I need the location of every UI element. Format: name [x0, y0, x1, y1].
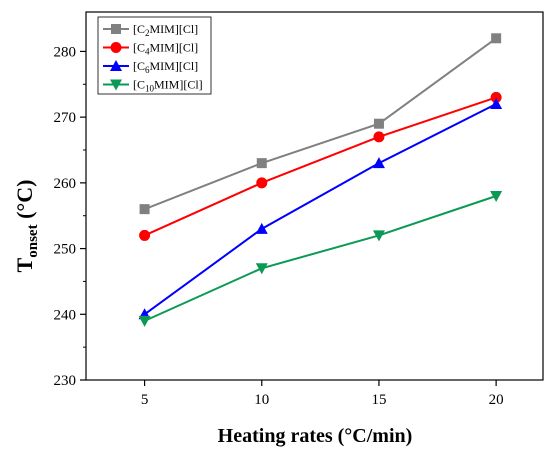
y-tick-label: 230 — [54, 373, 77, 389]
data-point — [372, 157, 385, 169]
ticks-layer: 5 10 15 20 230 240 250 260 270 280 — [54, 44, 504, 408]
x-tick-label: 15 — [371, 392, 386, 408]
y-tick-label: 270 — [54, 110, 77, 126]
data-point — [255, 263, 268, 275]
y-tick-label: 250 — [54, 242, 77, 258]
legend-marker — [110, 79, 122, 91]
plot-frame — [85, 11, 544, 381]
y-tick-label: 260 — [54, 176, 77, 192]
data-point — [256, 177, 268, 189]
series-line — [144, 37, 497, 211]
x-tick-label: 5 — [141, 392, 149, 408]
series-1 — [139, 91, 502, 241]
series-line — [144, 103, 497, 316]
legend-items: [C2MIM][Cl] [C4MIM][Cl] [C6MIM][Cl] [C10MIM… — [103, 22, 203, 94]
data-point — [491, 33, 502, 44]
data-point — [490, 191, 503, 202]
data-point — [372, 230, 385, 242]
series-layer — [138, 33, 503, 327]
legend-entry: [C2MIM][Cl] — [103, 22, 198, 38]
y-axis-title-sub: onset — [25, 224, 41, 257]
x-tick-label: 20 — [489, 392, 504, 408]
legend-marker — [111, 24, 121, 34]
y-axis-title-main: T — [12, 257, 37, 272]
y-tick-label: 280 — [54, 44, 77, 60]
legend: [C2MIM][Cl] [C4MIM][Cl] [C6MIM][Cl] [C10MIM… — [97, 16, 212, 95]
y-axis-title: Tonset (°C) — [12, 180, 41, 273]
data-point — [373, 131, 385, 143]
data-point — [138, 315, 151, 327]
series-line — [144, 195, 497, 322]
data-point — [255, 222, 268, 234]
data-point — [256, 158, 267, 169]
legend-entry: [C10MIM][Cl] — [103, 78, 203, 94]
x-tick-label: 10 — [254, 392, 269, 408]
legend-marker — [110, 60, 122, 71]
legend-entry: [C4MIM][Cl] — [103, 41, 198, 57]
legend-entry: [C6MIM][Cl] — [103, 59, 198, 75]
legend-label: [C6MIM][Cl] — [133, 59, 198, 75]
x-axis-title: Heating rates (°C/min) — [218, 425, 413, 447]
legend-marker — [110, 42, 122, 53]
series-line — [144, 96, 497, 237]
series-3 — [138, 191, 503, 327]
data-point — [490, 91, 502, 103]
y-tick-label: 240 — [54, 307, 77, 323]
legend-label: [C4MIM][Cl] — [133, 41, 198, 57]
series-2 — [138, 98, 503, 320]
data-point — [139, 204, 150, 215]
data-point — [490, 98, 503, 109]
y-axis-title-unit: (°C) — [12, 180, 37, 225]
series-0 — [139, 33, 502, 215]
legend-label: [C2MIM][Cl] — [133, 22, 198, 38]
data-point — [373, 118, 384, 129]
legend-label: [C10MIM][Cl] — [133, 78, 203, 94]
data-point — [139, 229, 151, 241]
